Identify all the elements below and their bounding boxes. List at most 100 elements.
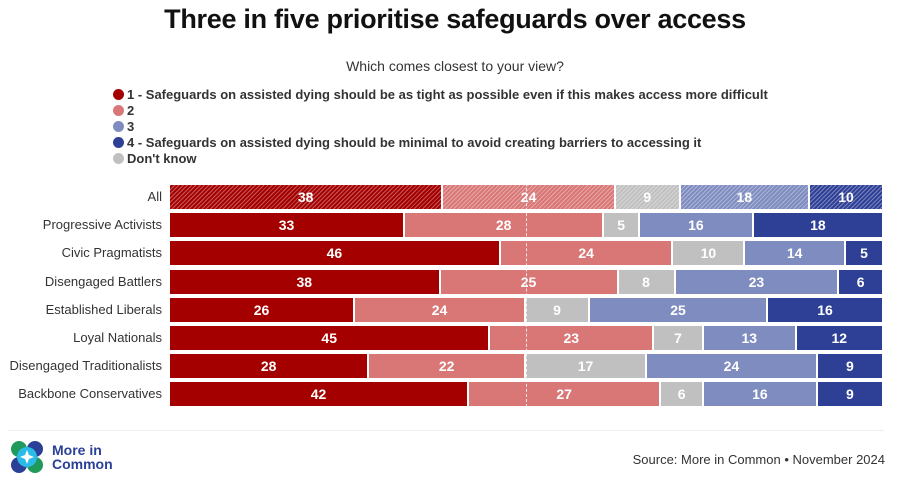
data-label: 38	[296, 273, 313, 290]
data-label: 9	[846, 358, 854, 375]
bar-segment-4: 12	[796, 326, 882, 350]
data-label: 8	[642, 273, 650, 290]
data-label: 9	[553, 301, 561, 318]
bar-segment-don-t-know: 9	[615, 185, 681, 209]
bar-segment-3: 16	[703, 382, 818, 407]
bar-segment-1: 42	[170, 382, 470, 407]
bar-stack: 26 24 9 25 16	[170, 297, 882, 322]
data-label: 27	[556, 386, 572, 403]
category-label: Progressive Activists	[42, 217, 162, 233]
stacked-bar-chart: All 38 24 9 18 10 Progressive Activists 33 28 5 16…	[0, 185, 910, 410]
bar-stack: 38 25 8 23 6	[170, 269, 882, 294]
data-label: 28	[260, 358, 277, 375]
bar-segment-1: 28	[170, 354, 370, 379]
bar-segment-3: 23	[675, 269, 840, 294]
bar-segment-2: 27	[469, 382, 662, 407]
bar-segment-1: 26	[170, 297, 356, 322]
category-label: Civic Pragmatists	[61, 245, 162, 261]
source-note: Source: More in Common • November 2024	[632, 452, 885, 467]
data-label: 26	[253, 301, 270, 318]
bar-row: Disengaged Battlers 38 25 8 23 6	[0, 269, 910, 294]
data-label: 22	[438, 358, 455, 375]
data-label: 10	[700, 245, 717, 262]
bar-segment-3: 18	[680, 185, 811, 209]
category-label: Disengaged Battlers	[44, 273, 162, 289]
bar-row: Civic Pragmatists 46 24 10 14 5	[0, 241, 910, 266]
bar-segment-don-t-know: 10	[673, 241, 746, 266]
data-label: 17	[577, 358, 594, 375]
bar-segment-4: 18	[753, 213, 882, 238]
bar-segment-don-t-know: 5	[604, 213, 640, 238]
category-label: Established Liberals	[45, 301, 162, 317]
legend-item: 2	[113, 102, 768, 118]
bar-stack: 38 24 9 18 10	[170, 185, 882, 209]
bar-row: Backbone Conservatives 42 27 6 16 9	[0, 382, 910, 407]
legend-item: 4 - Safeguards on assisted dying should …	[113, 134, 768, 150]
bar-segment-1: 33	[170, 213, 405, 238]
bar-segment-don-t-know: 8	[618, 269, 676, 294]
footer-divider	[8, 430, 884, 431]
legend-label: 2	[127, 102, 135, 118]
bar-stack: 45 23 7 13 12	[170, 326, 882, 350]
bar-segment-4: 16	[768, 297, 882, 322]
data-label: 25	[670, 301, 686, 318]
bar-segment-4: 6	[839, 269, 882, 294]
legend-swatch-icon	[113, 104, 124, 116]
category-label: Disengaged Traditionalists	[9, 358, 162, 374]
data-label: 10	[838, 189, 854, 205]
bar-segment-don-t-know: 9	[525, 297, 591, 322]
bar-segment-don-t-know: 7	[654, 326, 704, 350]
data-label: 24	[520, 189, 537, 205]
legend-label: 1 - Safeguards on assisted dying should …	[127, 86, 768, 102]
legend-swatch-icon	[113, 88, 124, 100]
data-label: 6	[856, 273, 865, 290]
data-label: 18	[736, 189, 753, 205]
data-label: 5	[617, 217, 625, 234]
bar-segment-2: 24	[355, 297, 526, 322]
legend-item: Don't know	[113, 150, 768, 166]
data-label: 38	[297, 189, 314, 205]
bar-segment-don-t-know: 17	[525, 354, 648, 379]
legend-label: Don't know	[127, 150, 197, 166]
bar-segment-don-t-know: 6	[661, 382, 704, 407]
bar-row: Disengaged Traditionalists 28 22 17 24 9	[0, 354, 910, 379]
bar-row: Established Liberals 26 24 9 25 16	[0, 297, 910, 322]
bar-segment-1: 45	[170, 326, 491, 350]
data-label: 23	[563, 330, 580, 346]
legend: 1 - Safeguards on assisted dying should …	[113, 86, 768, 166]
bar-segment-3: 25	[590, 297, 769, 322]
data-label: 45	[321, 330, 337, 346]
data-label: 33	[278, 217, 295, 234]
category-label: Loyal Nationals	[73, 330, 162, 345]
data-label: 24	[431, 301, 448, 318]
data-label: 12	[831, 330, 848, 346]
data-label: 16	[688, 217, 704, 234]
data-label: 25	[520, 273, 537, 290]
bar-segment-2: 22	[369, 354, 526, 379]
bar-segment-2: 23	[490, 326, 655, 350]
data-label: 9	[643, 189, 652, 205]
data-label: 28	[495, 217, 512, 234]
legend-swatch-icon	[113, 136, 124, 148]
chart-subtitle: Which comes closest to your view?	[346, 58, 564, 74]
bar-stack: 42 27 6 16 9	[170, 382, 882, 407]
bar-segment-1: 46	[170, 241, 501, 266]
bar-stack: 33 28 5 16 18	[170, 213, 882, 238]
data-label: 42	[310, 386, 327, 403]
data-label: 13	[741, 330, 758, 346]
data-label: 9	[846, 386, 854, 403]
data-label: 24	[578, 245, 594, 262]
bar-row: All 38 24 9 18 10	[0, 185, 910, 209]
bar-segment-4: 9	[817, 382, 882, 407]
category-label: All	[147, 189, 162, 204]
legend-label: 3	[127, 118, 135, 134]
legend-item: 1 - Safeguards on assisted dying should …	[113, 86, 768, 102]
bar-segment-3: 16	[639, 213, 754, 238]
data-label: 24	[723, 358, 740, 375]
data-label: 6	[677, 386, 686, 403]
data-label: 5	[860, 245, 868, 262]
bar-segment-2: 24	[443, 185, 616, 209]
bar-segment-4: 5	[846, 241, 882, 266]
data-label: 46	[326, 245, 343, 262]
data-label: 16	[752, 386, 768, 403]
